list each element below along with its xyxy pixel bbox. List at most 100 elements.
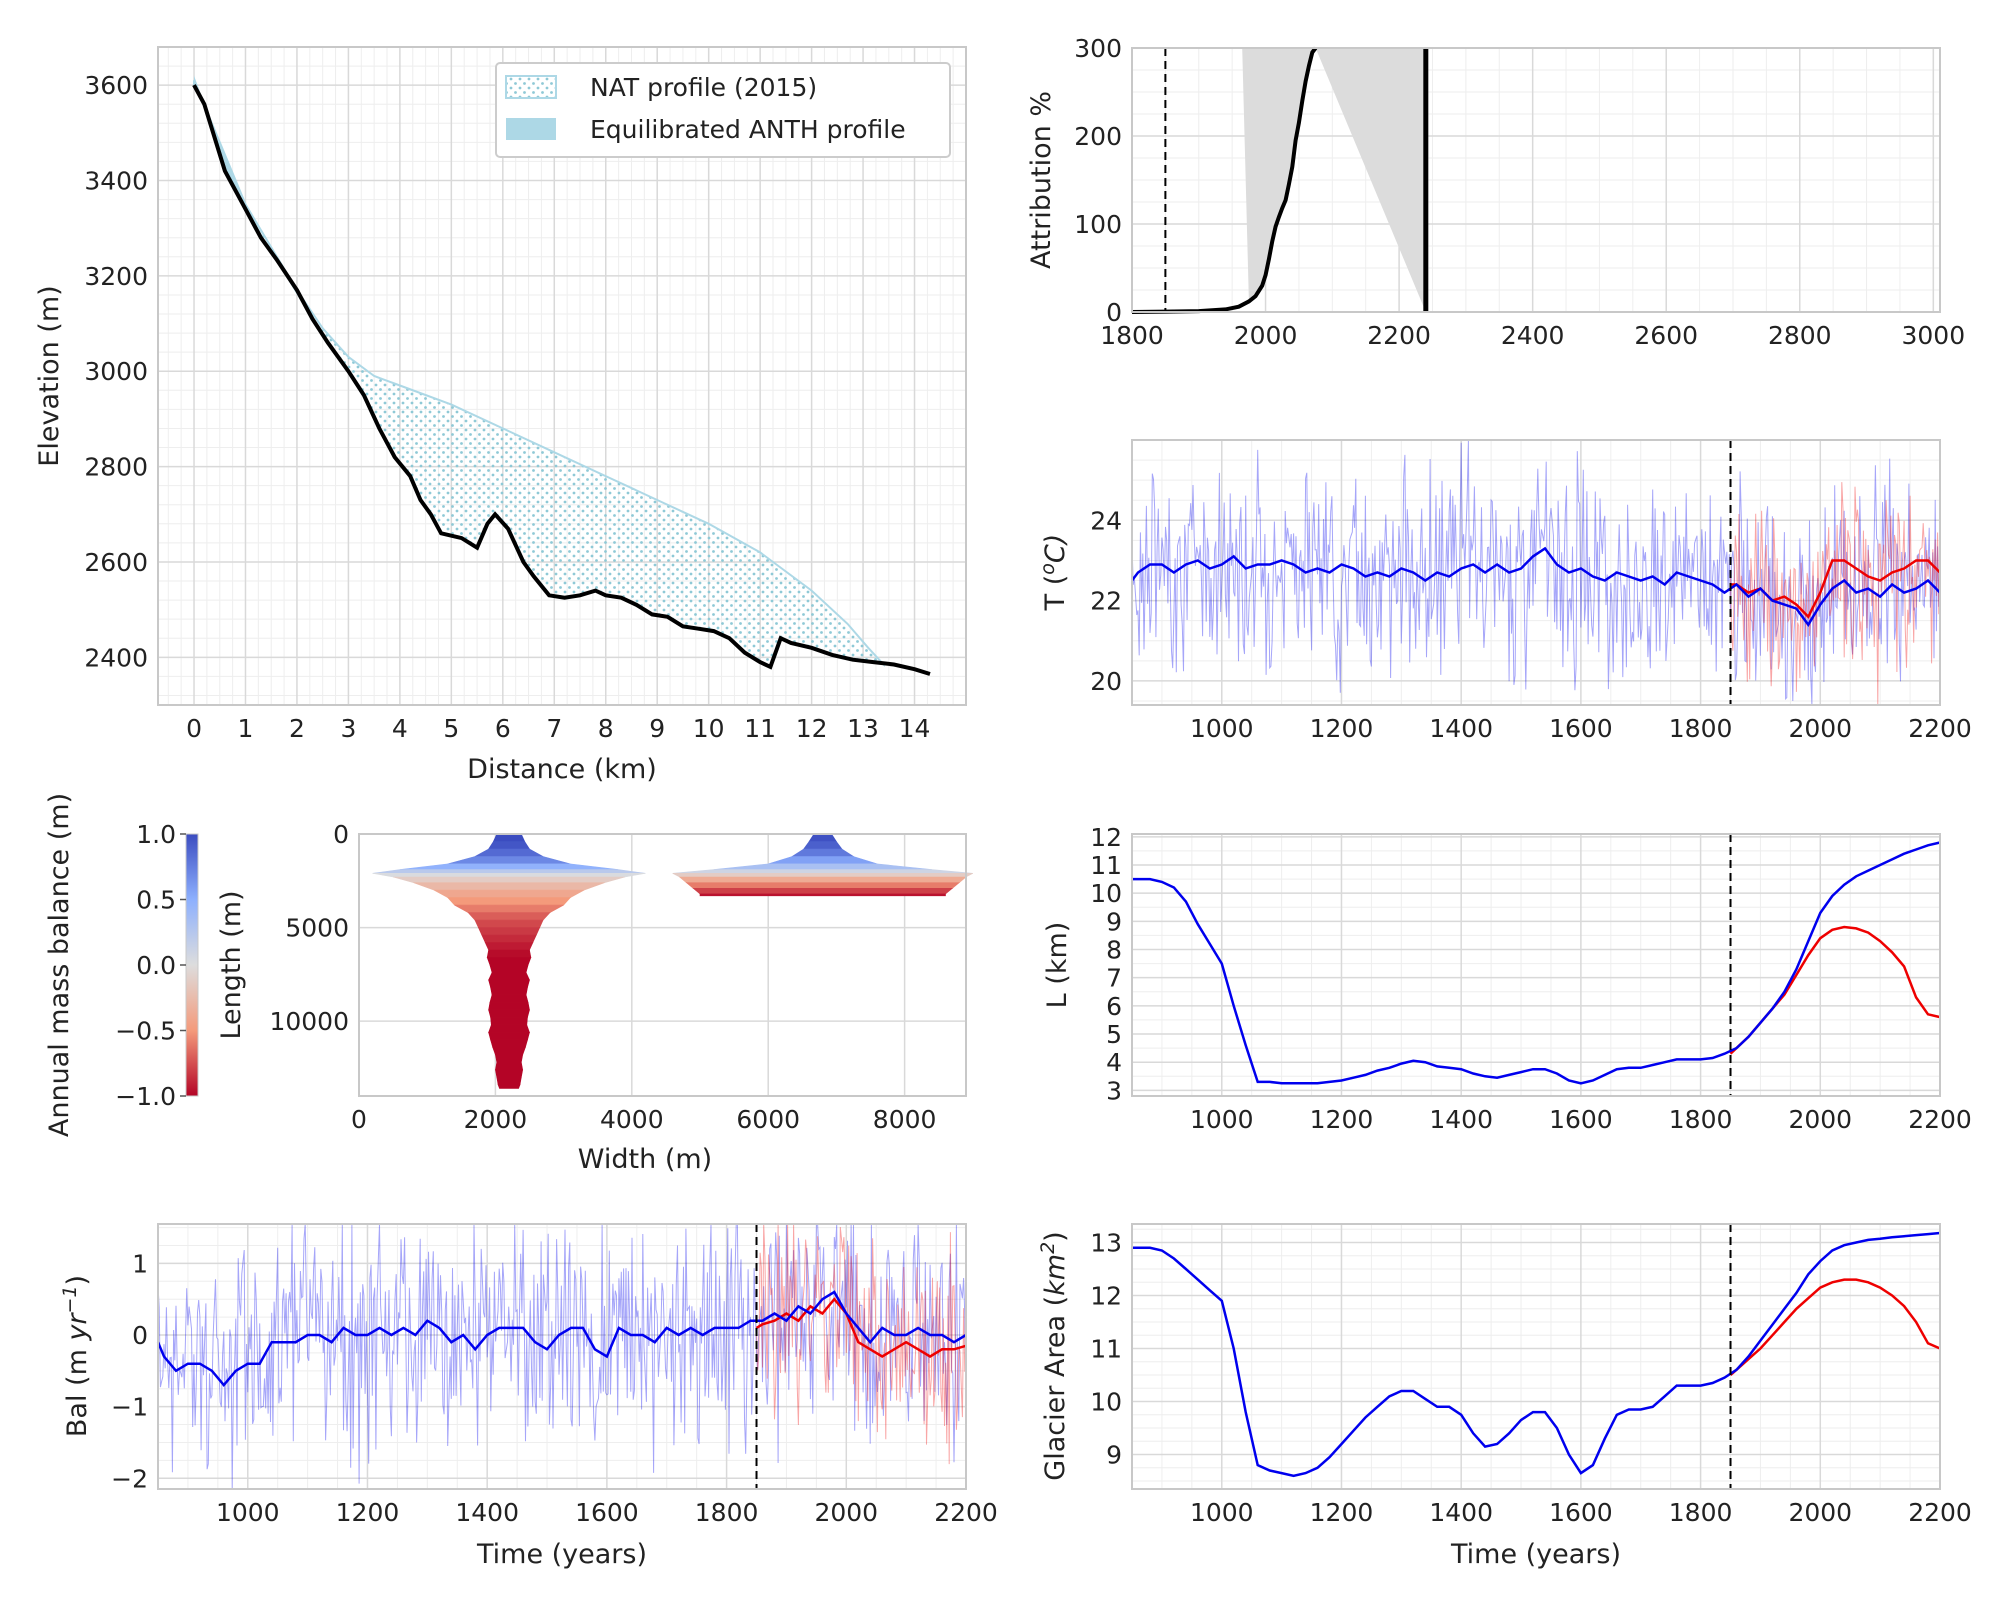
colorbar-tick-label: 1.0	[136, 820, 176, 849]
x-tick-label: 9	[649, 714, 665, 743]
colorbar-tick-label: 0.5	[136, 886, 176, 915]
glacier-band-0	[488, 972, 530, 981]
y-tick-label: 300	[1074, 34, 1122, 63]
attribution-y-axis-label: Attribution %	[1026, 91, 1057, 269]
length-plot-area	[1132, 834, 1940, 1096]
balance-plot-area	[158, 1224, 966, 1489]
x-tick-label: 1600	[1549, 1498, 1613, 1527]
glacier-band-0	[488, 979, 530, 988]
legend-box	[495, 62, 951, 158]
temperature-annual-natural	[1131, 439, 1941, 706]
y-tick-label: 0	[333, 820, 349, 849]
colorbar	[185, 833, 199, 1097]
glacier-band-0	[492, 833, 526, 842]
glacier-band-1	[678, 876, 967, 884]
x-tick-label: 1200	[1310, 714, 1374, 743]
x-tick-label: 1800	[1669, 1105, 1733, 1134]
mass-balance-glacier-shapes	[372, 833, 973, 1089]
balance-anthropogenic-line	[755, 1297, 967, 1358]
y-tick-label: 9	[1106, 907, 1122, 936]
x-tick-label: 1800	[1669, 714, 1733, 743]
y-tick-label: 4	[1106, 1048, 1122, 1077]
y-tick-label: −2	[111, 1464, 148, 1493]
x-tick-label: 1800	[1669, 1498, 1733, 1527]
x-tick-label: 2400	[1501, 321, 1565, 350]
glacier-band-0	[495, 1062, 524, 1071]
y-tick-label: 11	[1090, 851, 1122, 880]
x-tick-label: 3	[340, 714, 356, 743]
y-tick-label: 12	[1090, 1282, 1122, 1311]
glacier-band-1	[685, 882, 961, 889]
glacier-band-0	[481, 934, 537, 943]
y-tick-label: 0	[132, 1321, 148, 1350]
area-y-axis-label: Glacier Area (km2)	[1037, 1231, 1071, 1480]
mass-balance-tick-labels: 0 2000 4000 6000 8000 0 5000 10000	[269, 820, 936, 1134]
glacier-band-0	[474, 919, 544, 928]
y-tick-label: 200	[1074, 122, 1122, 151]
x-tick-label: 1000	[1190, 714, 1254, 743]
area-tick-labels: 1000 1200 1400 1600 1800 2000 2200 9 10 11 12 13	[1090, 1229, 1972, 1527]
x-tick-label: 1200	[1310, 1498, 1374, 1527]
x-tick-label: 2800	[1768, 321, 1832, 350]
balance-frame	[157, 1223, 967, 1490]
colorbar-tick-labels: 1.0 0.5 0.0 −0.5 −1.0	[115, 820, 186, 1111]
x-tick-label: 2600	[1634, 321, 1698, 350]
profile-panel: 0 1 2 3 4 5 6 7 8 9 10 11 12 13 1424002600280030003200…	[34, 46, 967, 785]
area-grid	[1132, 1224, 1941, 1489]
x-tick-label: 1400	[1429, 1498, 1493, 1527]
y-tick-label: 3	[1106, 1076, 1122, 1105]
glacier-band-0	[496, 1077, 522, 1086]
glacier-band-0	[488, 1002, 530, 1011]
x-tick-label: 1800	[695, 1498, 759, 1527]
colorbar-tick-label: −1.0	[115, 1082, 176, 1111]
glacier-band-0	[413, 882, 605, 891]
legend-label-nat: NAT profile (2015)	[590, 73, 817, 102]
glacier-band-0	[454, 904, 564, 913]
x-tick-label: 7	[546, 714, 562, 743]
x-tick-label: 3000	[1902, 321, 1966, 350]
glacier-band-0	[488, 1032, 530, 1041]
area-plot-area	[1132, 1224, 1940, 1489]
balance-y-axis-label: Bal (m yr−1)	[59, 1275, 93, 1437]
glacier-band-0	[486, 957, 532, 966]
glacier-band-1	[672, 872, 973, 878]
y-tick-label: −1	[111, 1393, 148, 1422]
y-tick-label: 24	[1090, 506, 1122, 535]
balance-annual-natural	[157, 1223, 967, 1490]
y-tick-label: 100	[1074, 210, 1122, 239]
profile-x-axis-label: Distance (km)	[467, 754, 657, 785]
glacier-band-0	[490, 987, 528, 996]
mass-balance-frame	[358, 833, 967, 1097]
balance-grid	[158, 1224, 967, 1489]
x-tick-label: 0	[186, 714, 202, 743]
x-tick-label: 0	[351, 1105, 367, 1134]
area-frame	[1131, 1223, 1941, 1490]
glacier-band-0	[497, 1084, 521, 1089]
glacier-band-0	[433, 889, 585, 898]
x-tick-label: 1800	[1100, 321, 1164, 350]
y-tick-label: 10000	[269, 1007, 349, 1036]
y-tick-label: 2800	[84, 453, 148, 482]
glacier-band-0	[488, 1009, 530, 1018]
mass-balance-panel: 1.0 0.5 0.0 −0.5 −1.0 Annual mass balance (m…	[44, 793, 973, 1175]
x-tick-label: 2000	[1788, 1498, 1852, 1527]
glacier-band-0	[486, 949, 532, 958]
legend-label-anth: Equilibrated ANTH profile	[590, 115, 906, 144]
x-tick-label: 4000	[600, 1105, 664, 1134]
y-tick-label: 20	[1090, 667, 1122, 696]
glacier-band-0	[372, 869, 646, 874]
x-tick-label: 2000	[1788, 714, 1852, 743]
x-tick-label: 2200	[1908, 714, 1972, 743]
y-tick-label: 7	[1106, 964, 1122, 993]
x-tick-label: 2000	[814, 1498, 878, 1527]
x-tick-label: 1600	[1549, 714, 1613, 743]
length-tick-labels: 1000 1200 1400 1600 1800 2000 2200 345678910111…	[1090, 823, 1972, 1134]
x-tick-label: 2200	[934, 1498, 998, 1527]
y-tick-label: 10	[1090, 1388, 1122, 1417]
y-tick-label: 3200	[84, 262, 148, 291]
profile-y-axis-label: Elevation (m)	[34, 285, 65, 466]
attribution-panel: 1800 2000 2200 2400 2600 2800 3000 0 100 200 300 A…	[1026, 34, 1965, 350]
x-tick-label: 10	[693, 714, 725, 743]
glacier-band-0	[372, 872, 646, 878]
